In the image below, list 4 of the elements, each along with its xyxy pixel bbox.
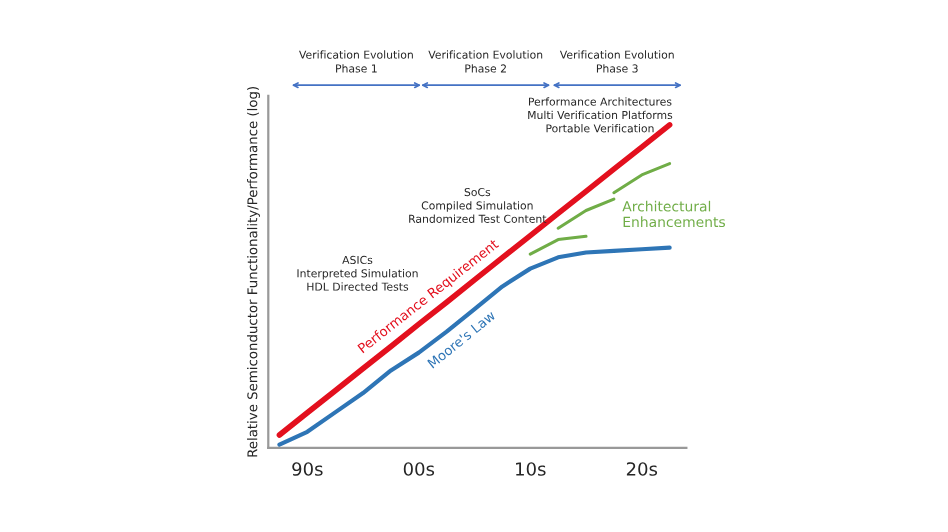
x-tick-label: 20s bbox=[626, 462, 658, 476]
x-tick-label: 00s bbox=[403, 462, 435, 476]
x-tick-label: 90s bbox=[292, 462, 323, 476]
x-tick-label: 10s bbox=[516, 462, 546, 476]
